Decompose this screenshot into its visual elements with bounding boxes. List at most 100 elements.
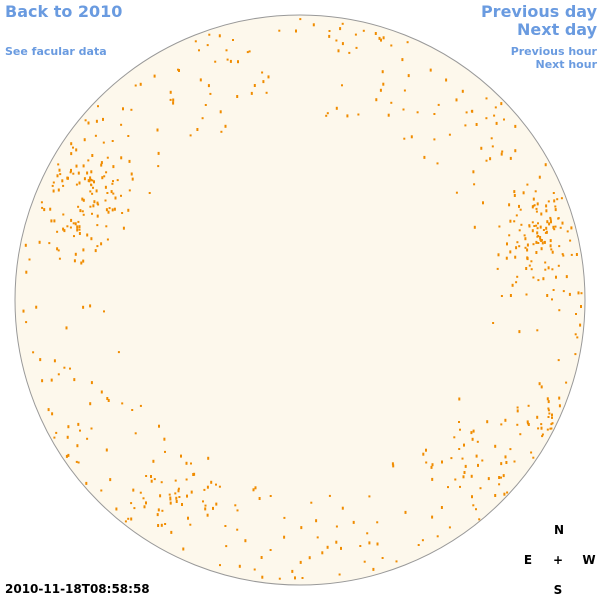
facula [81, 210, 84, 213]
facula [550, 427, 553, 430]
facula [509, 156, 512, 160]
facula [530, 268, 533, 271]
facula [106, 192, 109, 194]
facula [189, 523, 192, 526]
facula [185, 461, 188, 465]
facula [338, 573, 341, 576]
facula [541, 433, 544, 436]
facula [73, 235, 75, 238]
facula [86, 233, 89, 237]
previous-hour-link[interactable]: Previous hour [510, 45, 597, 58]
facula [131, 409, 134, 411]
facula [53, 359, 56, 363]
facula [431, 515, 434, 519]
facula [291, 569, 294, 573]
facula [514, 255, 517, 259]
facula [547, 407, 550, 410]
facula [540, 247, 543, 251]
next-hour-link[interactable]: Next hour [535, 58, 598, 71]
facula [462, 475, 465, 479]
facula [407, 74, 410, 78]
facula [79, 209, 82, 213]
facula [41, 379, 44, 383]
facula [172, 101, 175, 105]
facula [58, 168, 61, 172]
facula [78, 228, 81, 231]
facula [312, 23, 315, 27]
facula [198, 49, 200, 52]
facula [180, 454, 182, 458]
facula [530, 451, 533, 454]
facula [477, 463, 479, 467]
facula [558, 245, 561, 248]
facula [78, 225, 81, 229]
facula [283, 516, 286, 519]
facula [515, 214, 518, 217]
facula [253, 84, 256, 87]
facula [421, 539, 424, 542]
facula [90, 381, 93, 385]
facula [157, 524, 160, 527]
facula [382, 82, 385, 86]
facula [113, 207, 116, 211]
facula [376, 542, 379, 546]
facula [328, 30, 331, 32]
facula [103, 310, 105, 313]
facula [505, 256, 508, 260]
facula [482, 201, 484, 205]
facula [169, 501, 172, 505]
facula [416, 111, 419, 114]
facula [177, 489, 180, 493]
facula [539, 225, 542, 229]
facula [562, 290, 565, 293]
facula [267, 75, 270, 79]
facula [355, 46, 358, 49]
facula [142, 497, 145, 500]
facula [454, 478, 457, 481]
facula [395, 560, 398, 563]
facula [538, 175, 541, 179]
facula [145, 475, 148, 477]
facula [51, 184, 54, 187]
facula [362, 29, 365, 32]
facula [182, 547, 185, 551]
facula [580, 305, 582, 308]
facula [91, 154, 94, 157]
facula [158, 424, 160, 428]
next-day-link[interactable]: Next day [517, 20, 597, 39]
previous-day-link[interactable]: Previous day [480, 2, 597, 21]
facula [535, 240, 538, 244]
facula [232, 39, 234, 41]
facula [174, 492, 177, 495]
facula [577, 291, 580, 295]
facula [121, 212, 124, 214]
facula [134, 84, 137, 87]
facula [531, 205, 534, 209]
facula [96, 245, 99, 248]
facula [374, 32, 377, 35]
facula [104, 199, 107, 202]
facula [532, 276, 535, 279]
facula [463, 443, 465, 447]
facula [372, 567, 375, 571]
compass-west: W [582, 553, 596, 567]
facula [478, 518, 481, 521]
facula [560, 197, 563, 200]
facula [106, 156, 109, 159]
facula [471, 495, 473, 499]
facula [224, 525, 227, 527]
facula [87, 121, 90, 125]
facula [570, 226, 573, 230]
facula [380, 38, 382, 42]
facula [65, 454, 68, 458]
facular-link[interactable]: See facular data [5, 45, 107, 58]
facula [575, 253, 578, 256]
facula [237, 60, 239, 64]
facula [206, 485, 209, 489]
facula [537, 427, 540, 430]
facula [341, 22, 344, 25]
facula [574, 353, 577, 356]
back-link[interactable]: Back to 2010 [5, 2, 123, 21]
facula [57, 373, 60, 376]
facula [576, 336, 579, 339]
